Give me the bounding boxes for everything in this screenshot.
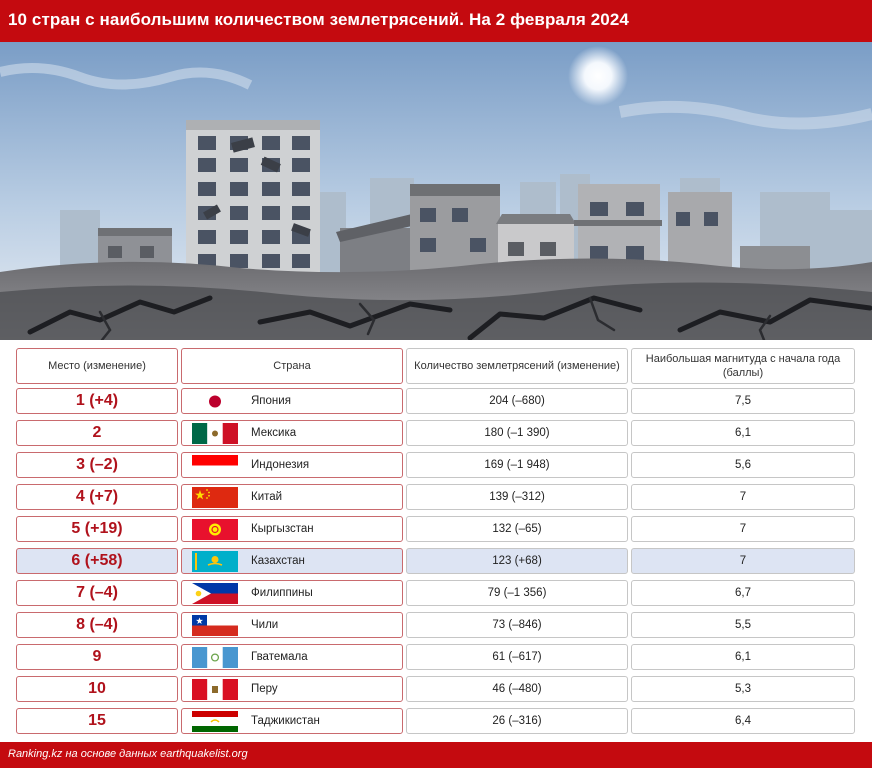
footer-bar: Ranking.kz на основе данных earthquakeli… — [0, 742, 872, 768]
kyrgyzstan-flag — [192, 519, 238, 540]
rank-cell: 9 — [16, 644, 178, 670]
quakes-cell: 46 (–480) — [406, 676, 628, 702]
source-note: Ranking.kz на основе данных earthquakeli… — [8, 748, 248, 760]
rank-cell: 1 (+4) — [16, 388, 178, 414]
title-bar: 10 стран с наибольшим количеством землет… — [0, 0, 872, 42]
country-cell: Китай — [181, 484, 403, 510]
country-name: Казахстан — [251, 555, 305, 567]
kazakhstan-flag — [192, 551, 238, 572]
country-cell: Филиппины — [181, 580, 403, 606]
magnitude-cell: 6,1 — [631, 644, 855, 670]
quakes-cell: 169 (–1 948) — [406, 452, 628, 478]
country-name: Китай — [251, 491, 283, 503]
magnitude-cell: 6,7 — [631, 580, 855, 606]
quakes-cell: 123 (+68) — [406, 548, 628, 574]
country-name: Перу — [251, 683, 278, 695]
country-name: Таджикистан — [251, 715, 320, 727]
country-name: Кыргызстан — [251, 523, 314, 535]
philippines-flag — [192, 583, 238, 604]
column-header-rank: Место (изменение) — [16, 348, 178, 384]
quakes-cell: 204 (–680) — [406, 388, 628, 414]
country-name: Япония — [251, 395, 291, 407]
column-header-quakes: Количество землетрясений (изменение) — [406, 348, 628, 384]
quakes-cell: 180 (–1 390) — [406, 420, 628, 446]
rank-cell: 2 — [16, 420, 178, 446]
japan-flag — [192, 391, 238, 412]
country-cell: Индонезия — [181, 452, 403, 478]
magnitude-cell: 7 — [631, 516, 855, 542]
rank-cell: 4 (+7) — [16, 484, 178, 510]
country-cell: Чили — [181, 612, 403, 638]
country-cell: Кыргызстан — [181, 516, 403, 542]
rank-cell: 8 (–4) — [16, 612, 178, 638]
rank-cell: 5 (+19) — [16, 516, 178, 542]
magnitude-cell: 7,5 — [631, 388, 855, 414]
rank-cell: 15 — [16, 708, 178, 734]
page-title: 10 стран с наибольшим количеством землет… — [8, 10, 629, 29]
country-name: Гватемала — [251, 651, 308, 663]
country-cell: Таджикистан — [181, 708, 403, 734]
rank-cell: 7 (–4) — [16, 580, 178, 606]
peru-flag — [192, 679, 238, 700]
earthquake-illustration — [0, 42, 872, 340]
country-name: Мексика — [251, 427, 297, 439]
chile-flag — [192, 615, 238, 636]
country-cell: Казахстан — [181, 548, 403, 574]
magnitude-cell: 7 — [631, 548, 855, 574]
mexico-flag — [192, 423, 238, 444]
country-name: Чили — [251, 619, 279, 631]
country-name: Индонезия — [251, 459, 310, 471]
quakes-cell: 61 (–617) — [406, 644, 628, 670]
country-cell: Перу — [181, 676, 403, 702]
magnitude-cell: 6,4 — [631, 708, 855, 734]
rank-cell: 10 — [16, 676, 178, 702]
rank-cell: 6 (+58) — [16, 548, 178, 574]
column-header-country: Страна — [181, 348, 403, 384]
quakes-cell: 73 (–846) — [406, 612, 628, 638]
country-name: Филиппины — [251, 587, 313, 599]
magnitude-cell: 5,5 — [631, 612, 855, 638]
country-cell: Гватемала — [181, 644, 403, 670]
quakes-cell: 79 (–1 356) — [406, 580, 628, 606]
quakes-cell: 132 (–65) — [406, 516, 628, 542]
guatemala-flag — [192, 647, 238, 668]
country-cell: Япония — [181, 388, 403, 414]
magnitude-cell: 5,3 — [631, 676, 855, 702]
tajikistan-flag — [192, 711, 238, 732]
indonesia-flag — [192, 455, 238, 476]
magnitude-cell: 7 — [631, 484, 855, 510]
magnitude-cell: 5,6 — [631, 452, 855, 478]
china-flag — [192, 487, 238, 508]
rank-cell: 3 (–2) — [16, 452, 178, 478]
quakes-cell: 139 (–312) — [406, 484, 628, 510]
magnitude-cell: 6,1 — [631, 420, 855, 446]
column-header-magnitude: Наибольшая магнитуда с начала года (балл… — [631, 348, 855, 384]
country-cell: Мексика — [181, 420, 403, 446]
quakes-cell: 26 (–316) — [406, 708, 628, 734]
